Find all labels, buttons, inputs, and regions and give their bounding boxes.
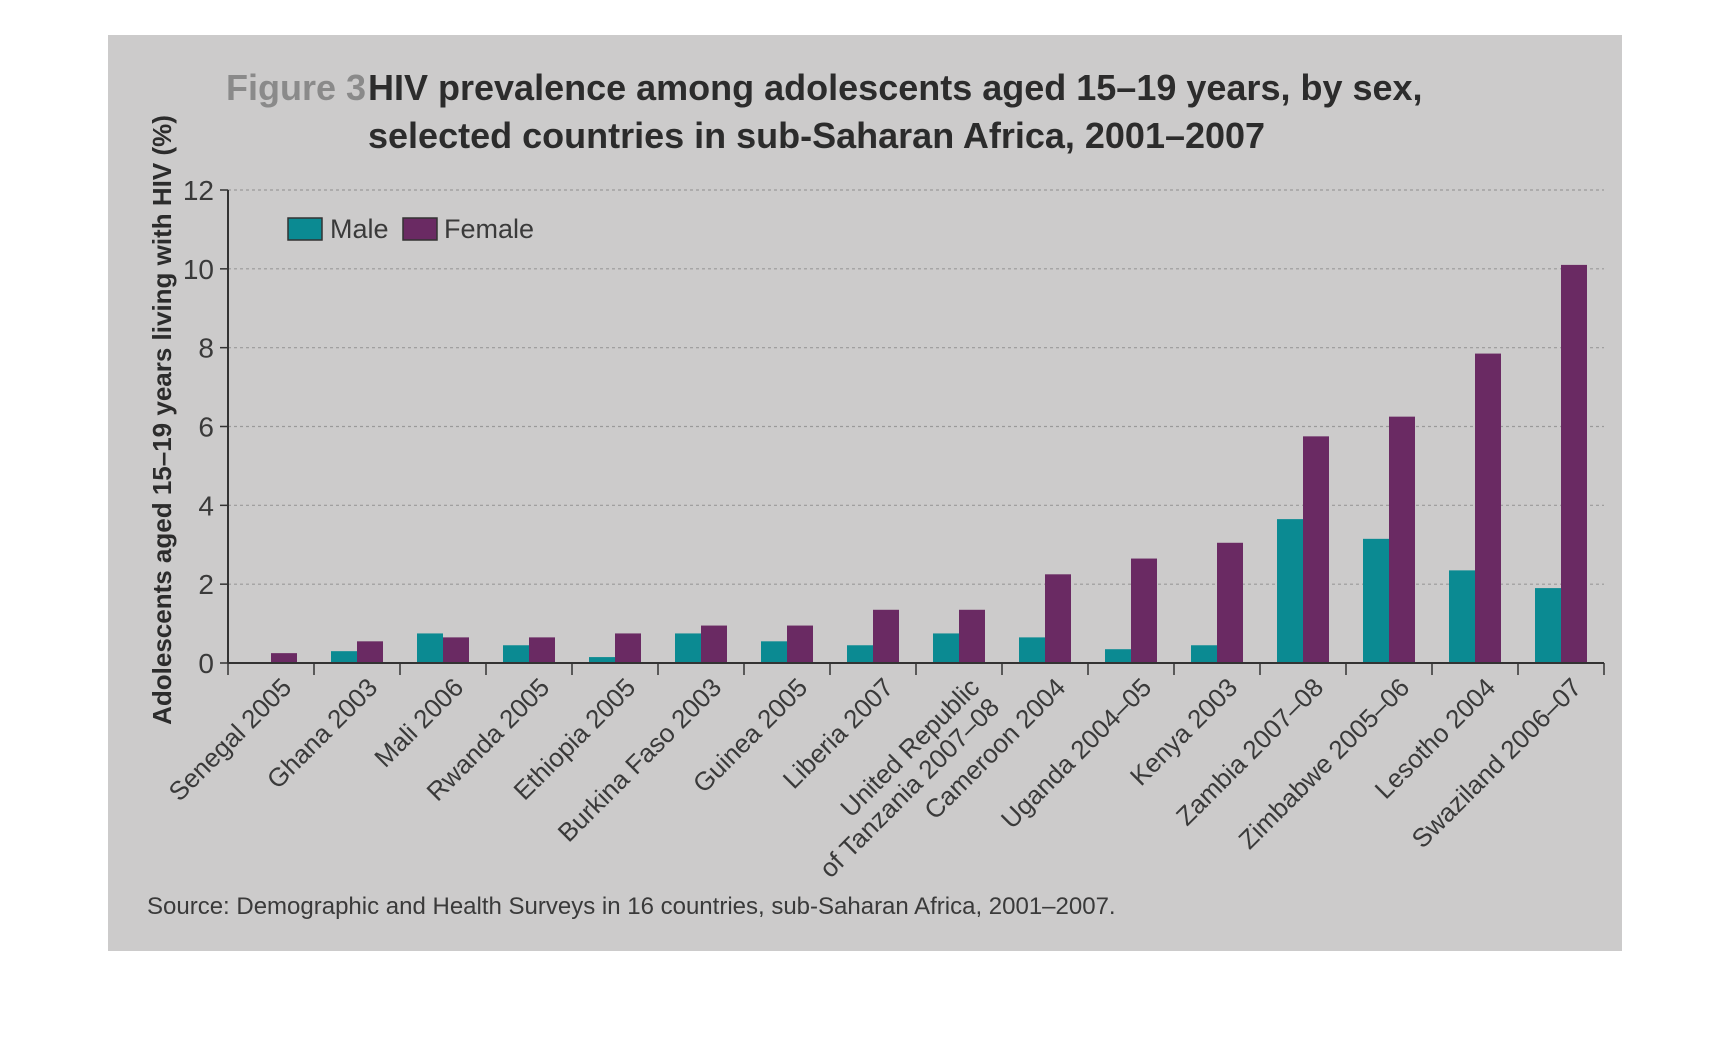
bar-female [787, 625, 813, 663]
x-tick-label: Swaziland 2006–07 [1406, 672, 1588, 854]
x-tick-label: Burkina Faso 2003 [552, 672, 728, 848]
bar-male [1449, 570, 1475, 663]
bar-female [873, 609, 899, 663]
x-tick-label: Uganda 2004–05 [995, 672, 1157, 834]
chart-title-line1: HIV prevalence among adolescents aged 15… [368, 67, 1423, 108]
bar-female [1389, 416, 1415, 663]
bar-male [675, 633, 701, 663]
figure-label: Figure 3 [226, 67, 366, 108]
bar-male [503, 645, 529, 663]
bar-female [701, 625, 727, 663]
bar-female [1217, 542, 1243, 663]
y-tick-labels: 0 2 4 6 8 10 12 [183, 175, 214, 679]
axes [220, 189, 1605, 675]
y-tick-label: 2 [198, 569, 214, 600]
x-tick-label: Zambia 2007–08 [1170, 672, 1329, 831]
y-tick-label: 0 [198, 648, 214, 679]
grid-lines [228, 189, 1604, 585]
y-tick-label: 4 [198, 490, 214, 521]
bar-female [357, 641, 383, 663]
bar-male [589, 657, 615, 663]
bar-male [1277, 519, 1303, 663]
bar-male [1191, 645, 1217, 663]
bar-male [1363, 538, 1389, 663]
bar-male [417, 633, 443, 663]
legend-label-male: Male [330, 214, 389, 244]
bar-female [1045, 574, 1071, 663]
y-tick-label: 8 [198, 333, 214, 364]
bar-male [761, 641, 787, 663]
chart-panel [108, 35, 1622, 951]
bar-male [847, 645, 873, 663]
bar-male [1535, 588, 1561, 663]
y-tick-label: 6 [198, 412, 214, 443]
bar-female [959, 609, 985, 663]
bar-male [331, 651, 357, 663]
y-tick-label: 12 [183, 175, 214, 206]
bar-female [1561, 264, 1587, 663]
legend-label-female: Female [444, 214, 534, 244]
bar-female [529, 637, 555, 663]
bar-male [1105, 649, 1131, 663]
bar-female [271, 653, 297, 663]
bar-female [1131, 558, 1157, 663]
bar-female [1303, 436, 1329, 663]
legend: Male Female [287, 214, 534, 244]
bar-female [615, 633, 641, 663]
bar-male [1019, 637, 1045, 663]
bar-male [933, 633, 959, 663]
bar-female [1475, 353, 1501, 663]
legend-swatch-female [402, 217, 438, 241]
bars [271, 264, 1587, 663]
y-axis-label: Adolescents aged 15–19 years living with… [147, 115, 177, 725]
y-tick-label: 10 [183, 254, 214, 285]
legend-swatch-male [287, 217, 323, 241]
bar-female [443, 637, 469, 663]
chart-title-line2: selected countries in sub-Saharan Africa… [368, 115, 1265, 156]
source-note: Source: Demographic and Health Surveys i… [147, 893, 1116, 920]
